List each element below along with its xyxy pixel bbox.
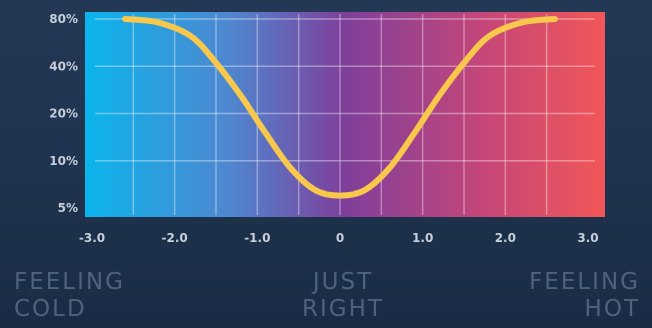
y-tick-label: 40%	[49, 59, 78, 73]
x-axis-labels: -3.0 -2.0 -1.0 0 1.0 2.0 3.0	[79, 231, 599, 245]
just-right-line-1: JUST	[312, 269, 374, 295]
just-right-line-2: RIGHT	[302, 296, 384, 322]
feeling-cold-label: FEELING COLD	[14, 269, 125, 323]
y-axis-labels: 5% 10% 20% 40% 80%	[49, 12, 78, 215]
x-tick-label: 2.0	[495, 231, 516, 245]
plot-background	[85, 12, 605, 217]
x-tick-label: 3.0	[577, 231, 598, 245]
y-tick-label: 5%	[58, 201, 78, 215]
x-tick-label: -2.0	[162, 231, 188, 245]
x-tick-label: 1.0	[412, 231, 433, 245]
feeling-hot-line-1: FEELING	[529, 269, 640, 295]
comfort-series-line	[122, 16, 558, 199]
series-layer	[122, 16, 558, 199]
x-tick-label: -1.0	[244, 231, 270, 245]
feeling-hot-line-2: HOT	[584, 296, 640, 322]
y-tick-label: 10%	[49, 154, 78, 168]
feeling-hot-label: FEELING HOT	[529, 269, 640, 323]
x-tick-label: 0	[336, 231, 344, 245]
y-tick-label: 80%	[49, 12, 78, 26]
feeling-cold-line-2: COLD	[14, 296, 87, 322]
grid-lines	[95, 14, 595, 215]
y-tick-label: 20%	[49, 107, 78, 121]
just-right-label: JUST RIGHT	[296, 269, 390, 323]
feeling-cold-line-1: FEELING	[14, 269, 125, 295]
x-tick-label: -3.0	[79, 231, 105, 245]
